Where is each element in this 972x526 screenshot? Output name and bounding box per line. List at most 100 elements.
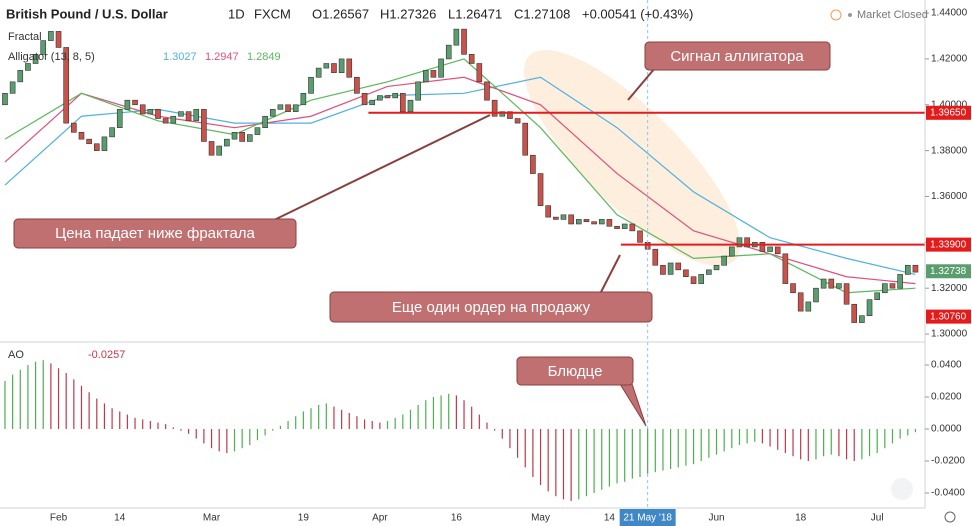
ao-label: AO <box>8 349 24 361</box>
candle <box>392 93 398 99</box>
y-tick-label: -0.0400 <box>931 488 965 499</box>
y-tick-label: 1.44000 <box>931 8 968 19</box>
candle <box>9 81 16 94</box>
alert-icon[interactable] <box>830 9 842 21</box>
candle <box>377 95 383 101</box>
candle <box>453 28 460 46</box>
candle <box>828 278 835 289</box>
candle <box>2 93 8 106</box>
candle <box>484 81 490 101</box>
status-dot <box>848 13 852 17</box>
candle <box>155 109 161 119</box>
candle <box>836 283 842 289</box>
lips-value: 1.2849 <box>247 51 281 63</box>
y-tick-label: 1.42000 <box>931 54 968 65</box>
candle <box>300 93 307 106</box>
source: FXCM <box>254 6 291 21</box>
candle <box>575 219 582 225</box>
level-tag <box>926 309 971 324</box>
candle <box>698 274 705 284</box>
candle <box>736 237 743 248</box>
candle <box>774 246 781 255</box>
candle <box>208 141 215 156</box>
candle <box>185 111 192 122</box>
ao-value: -0.0257 <box>88 349 125 361</box>
candle <box>843 283 850 305</box>
candle <box>262 115 268 129</box>
y-tick-label: 1.32000 <box>931 283 968 294</box>
candle <box>690 276 697 284</box>
plot-area <box>2 0 925 508</box>
candle <box>323 63 330 69</box>
candle <box>292 104 299 112</box>
candle <box>675 262 682 271</box>
candle <box>63 47 69 124</box>
y-tick-label: 0.0400 <box>931 360 962 371</box>
settings-icon[interactable] <box>944 511 956 523</box>
level-tag <box>926 105 971 120</box>
x-tick-highlight <box>619 509 676 526</box>
candle <box>247 134 253 142</box>
level-label: 1.33900 <box>930 239 967 250</box>
candle <box>851 303 858 323</box>
candle <box>767 246 773 252</box>
candle <box>139 104 146 115</box>
candle <box>116 109 123 129</box>
candle <box>912 264 919 273</box>
candle <box>568 214 574 225</box>
change: +0.00541 (+0.43%) <box>582 6 693 21</box>
candle <box>162 118 169 124</box>
candle <box>239 131 245 142</box>
callout <box>13 41 831 427</box>
candle <box>866 299 873 316</box>
callout-text: Сигнал аллигатора <box>670 48 804 65</box>
candle <box>491 99 498 117</box>
candle <box>430 70 437 78</box>
candle <box>93 143 100 151</box>
candle <box>637 230 643 243</box>
candle <box>269 109 276 117</box>
candle <box>71 122 77 133</box>
candle <box>583 219 590 222</box>
candle <box>782 253 789 284</box>
price-axis-bg <box>925 0 972 526</box>
y-tick-label: 1.38000 <box>931 145 968 156</box>
fractal-label: Fractal <box>8 31 42 43</box>
candle <box>813 287 819 303</box>
callout-text: Блюдце <box>548 363 603 380</box>
level-label: 1.39650 <box>930 107 967 118</box>
x-tick-label: May <box>531 513 550 524</box>
candle <box>537 173 544 206</box>
x-tick-label: Apr <box>372 513 388 524</box>
candle <box>308 76 314 94</box>
candle <box>369 99 376 106</box>
candle <box>904 264 911 275</box>
candle <box>193 109 200 122</box>
ohlc-high: H1.27326 <box>380 6 436 21</box>
candle <box>32 54 39 64</box>
candle <box>254 127 261 135</box>
candle <box>25 63 31 71</box>
jaw-value: 1.3027 <box>163 51 197 63</box>
x-tick-label: 19 <box>298 513 310 524</box>
scroll-button[interactable] <box>891 478 913 500</box>
candle <box>445 44 452 60</box>
signal-zone <box>523 49 741 267</box>
candle <box>882 283 888 294</box>
ohlc-low: L1.26471 <box>448 6 502 21</box>
candle <box>40 40 47 55</box>
x-tick-label: Feb <box>50 513 68 524</box>
candle <box>400 93 406 112</box>
callout-text: Еще один ордер на продажу <box>392 299 591 316</box>
candle <box>361 93 368 106</box>
alligator-line <box>4 58 916 294</box>
candle <box>591 221 597 225</box>
candle <box>514 118 521 124</box>
candle <box>545 205 551 218</box>
candle <box>132 99 138 106</box>
candle <box>759 242 766 252</box>
candle <box>874 292 880 300</box>
x-tick-label: Jun <box>708 513 724 524</box>
candle <box>606 219 613 227</box>
